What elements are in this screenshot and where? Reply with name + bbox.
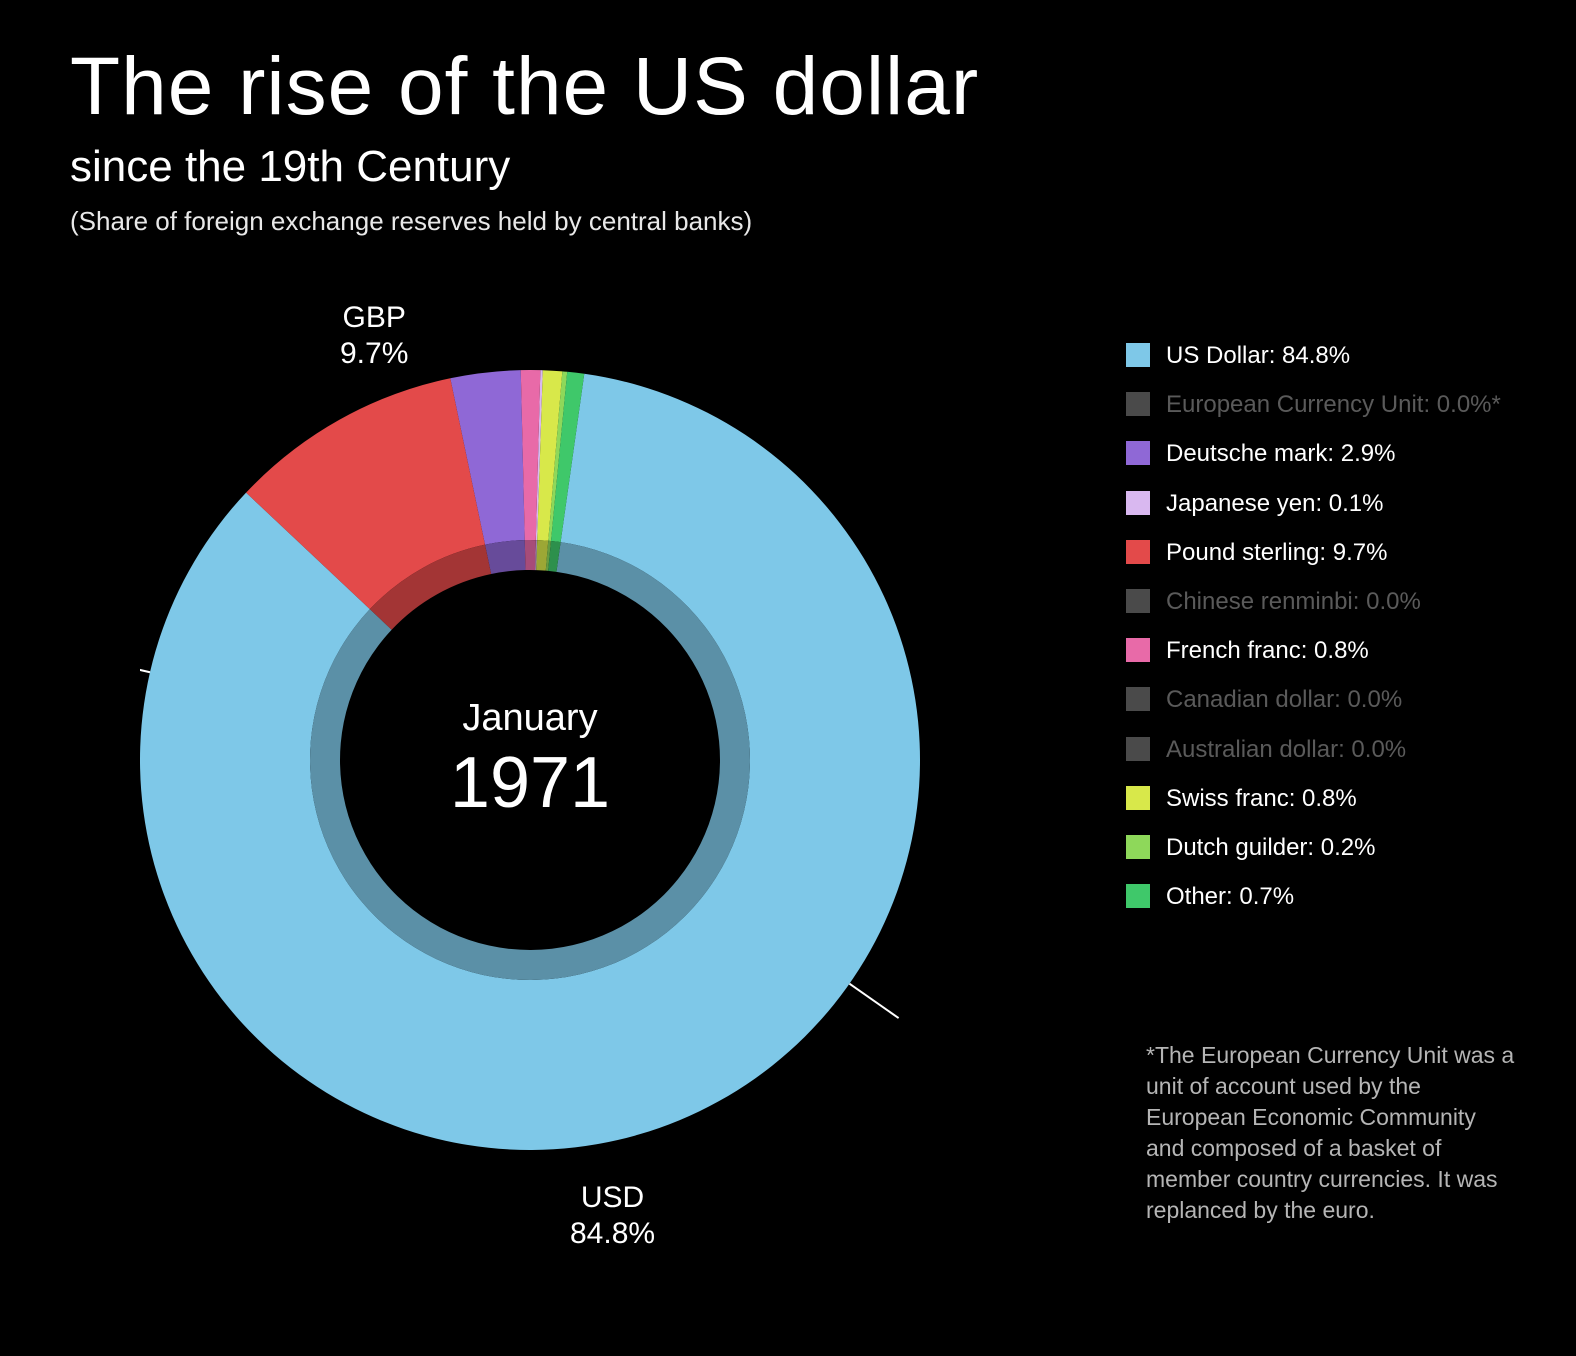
legend-label: Japanese yen: 0.1% (1166, 488, 1384, 519)
legend-item: European Currency Unit: 0.0%* (1126, 389, 1516, 420)
legend-item: US Dollar: 84.8% (1126, 340, 1516, 371)
legend-label: Canadian dollar: 0.0% (1166, 684, 1402, 715)
page-subnote: (Share of foreign exchange reserves held… (70, 206, 979, 237)
legend-item: Pound sterling: 9.7% (1126, 537, 1516, 568)
legend-label: Swiss franc: 0.8% (1166, 783, 1357, 814)
legend-item: Swiss franc: 0.8% (1126, 783, 1516, 814)
legend-swatch (1126, 884, 1150, 908)
legend-swatch (1126, 392, 1150, 416)
legend-swatch (1126, 589, 1150, 613)
legend-item: Other: 0.7% (1126, 881, 1516, 912)
legend-swatch (1126, 737, 1150, 761)
legend-swatch (1126, 786, 1150, 810)
legend-item: Japanese yen: 0.1% (1126, 488, 1516, 519)
legend-label: Chinese renminbi: 0.0% (1166, 586, 1421, 617)
callout-label: USD84.8% (570, 1180, 655, 1252)
legend-label: French franc: 0.8% (1166, 635, 1369, 666)
legend-label: Pound sterling: 9.7% (1166, 537, 1387, 568)
legend-item: French franc: 0.8% (1126, 635, 1516, 666)
header: The rise of the US dollar since the 19th… (70, 40, 979, 237)
legend-item: Deutsche mark: 2.9% (1126, 438, 1516, 469)
legend-item: Dutch guilder: 0.2% (1126, 832, 1516, 863)
legend-swatch (1126, 687, 1150, 711)
legend-swatch (1126, 441, 1150, 465)
page-subtitle: since the 19th Century (70, 142, 979, 192)
callout-leader (849, 984, 898, 1018)
legend-label: European Currency Unit: 0.0%* (1166, 389, 1501, 420)
legend-item: Chinese renminbi: 0.0% (1126, 586, 1516, 617)
callout-leader (140, 659, 150, 672)
legend-label: Other: 0.7% (1166, 881, 1294, 912)
legend-swatch (1126, 540, 1150, 564)
callout-label: GBP9.7% (340, 300, 408, 372)
legend-item: Canadian dollar: 0.0% (1126, 684, 1516, 715)
legend-label: Dutch guilder: 0.2% (1166, 832, 1375, 863)
legend-swatch (1126, 491, 1150, 515)
legend: US Dollar: 84.8% European Currency Unit: … (1126, 340, 1516, 930)
legend-swatch (1126, 835, 1150, 859)
donut-chart: January 1971 GBP9.7%USD84.8% (90, 310, 990, 1310)
legend-label: US Dollar: 84.8% (1166, 340, 1350, 371)
legend-label: Deutsche mark: 2.9% (1166, 438, 1395, 469)
legend-item: Australian dollar: 0.0% (1126, 734, 1516, 765)
legend-swatch (1126, 343, 1150, 367)
legend-swatch (1126, 638, 1150, 662)
footnote: *The European Currency Unit was a unit o… (1146, 1040, 1516, 1226)
page-title: The rise of the US dollar (70, 40, 979, 134)
legend-label: Australian dollar: 0.0% (1166, 734, 1406, 765)
donut-svg (140, 370, 920, 1150)
